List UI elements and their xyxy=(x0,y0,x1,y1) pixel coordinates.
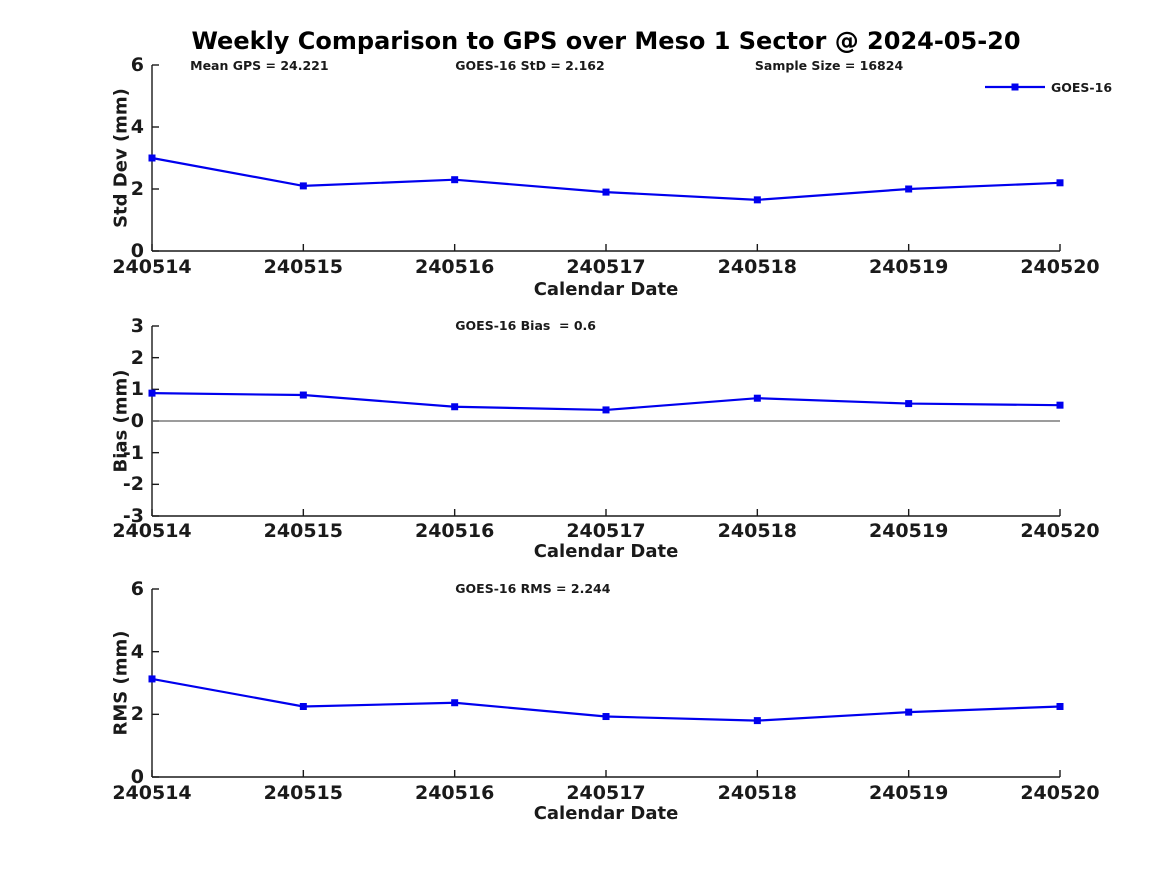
data-point-marker xyxy=(602,713,610,721)
data-point-marker xyxy=(905,708,913,716)
data-point-marker xyxy=(451,699,459,707)
data-point-marker xyxy=(602,406,610,414)
data-point-marker xyxy=(451,403,459,411)
data-point-marker xyxy=(299,182,307,190)
data-point-marker xyxy=(148,154,156,162)
legend-marker-icon xyxy=(1011,83,1019,91)
figure-title: Weekly Comparison to GPS over Meso 1 Sec… xyxy=(191,27,1021,55)
data-point-marker xyxy=(905,185,913,193)
data-point-marker xyxy=(905,400,913,408)
data-point-marker xyxy=(602,188,610,196)
data-point-marker xyxy=(148,675,156,683)
data-point-marker xyxy=(753,717,761,725)
data-point-marker xyxy=(1056,179,1064,187)
data-point-marker xyxy=(753,196,761,204)
data-point-marker xyxy=(1056,703,1064,710)
data-point-marker xyxy=(299,703,307,710)
data-point-marker xyxy=(148,389,156,397)
data-point-marker xyxy=(299,391,307,399)
data-point-marker xyxy=(451,176,459,184)
data-point-marker xyxy=(1056,401,1064,409)
legend-series-label: GOES-16 xyxy=(1051,80,1113,95)
data-point-marker xyxy=(753,394,761,402)
